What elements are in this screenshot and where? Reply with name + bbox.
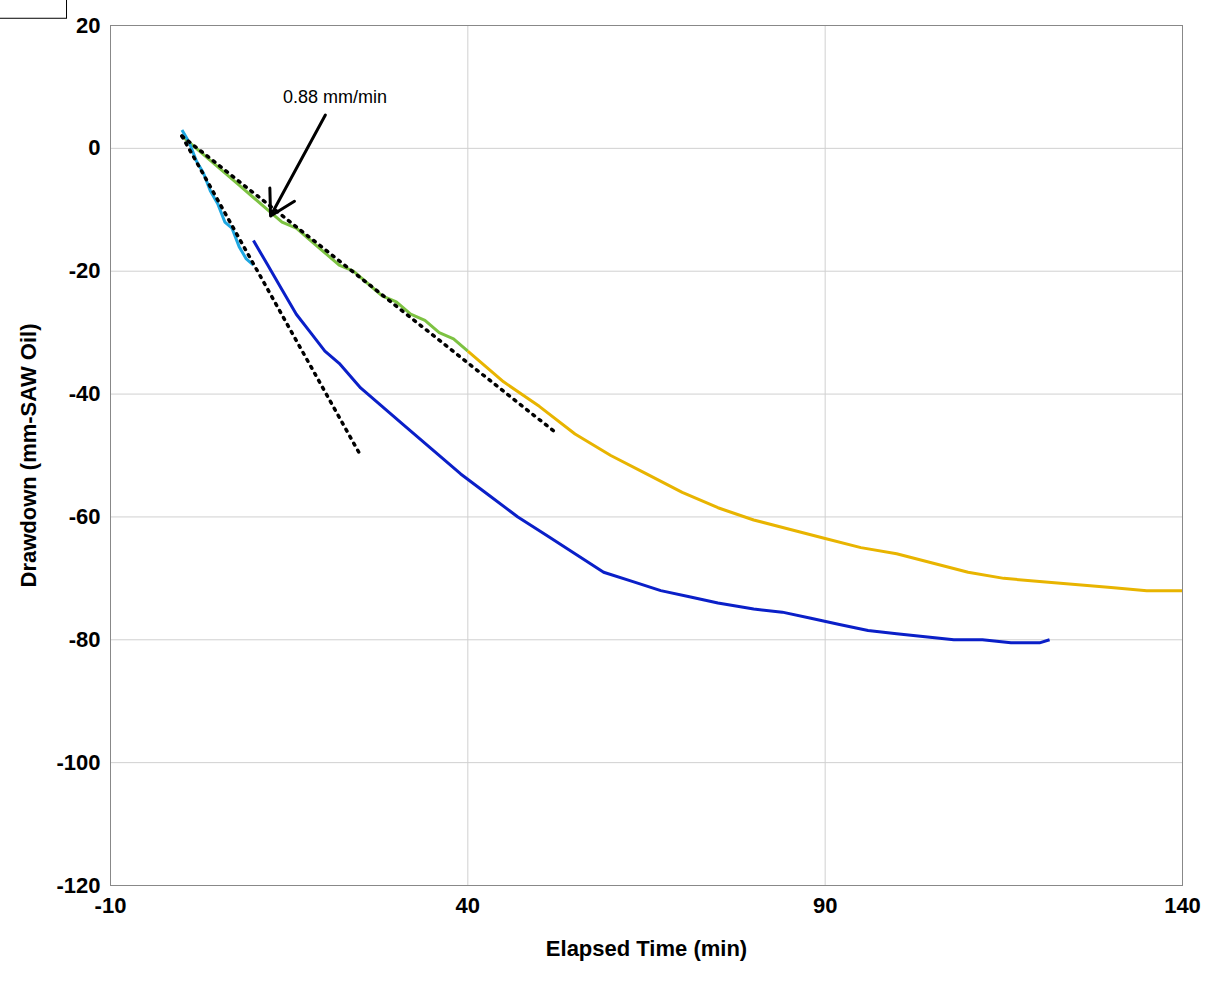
- svg-text:-20: -20: [69, 258, 101, 283]
- svg-text:Elapsed Time (min): Elapsed Time (min): [546, 936, 747, 961]
- svg-text:Drawdown (mm-SAW Oil): Drawdown (mm-SAW Oil): [16, 324, 41, 588]
- svg-text:-80: -80: [69, 627, 101, 652]
- svg-text:-100: -100: [56, 750, 100, 775]
- svg-text:0.88 mm/min: 0.88 mm/min: [283, 87, 387, 107]
- svg-text:90: 90: [813, 893, 837, 918]
- svg-text:0: 0: [88, 135, 100, 160]
- svg-text:-60: -60: [69, 504, 101, 529]
- svg-text:20: 20: [76, 13, 100, 38]
- svg-text:140: 140: [1164, 893, 1201, 918]
- svg-text:-120: -120: [56, 872, 101, 898]
- svg-text:-40: -40: [69, 381, 101, 406]
- svg-text:-10: -10: [95, 893, 127, 918]
- svg-text:40: 40: [456, 893, 480, 918]
